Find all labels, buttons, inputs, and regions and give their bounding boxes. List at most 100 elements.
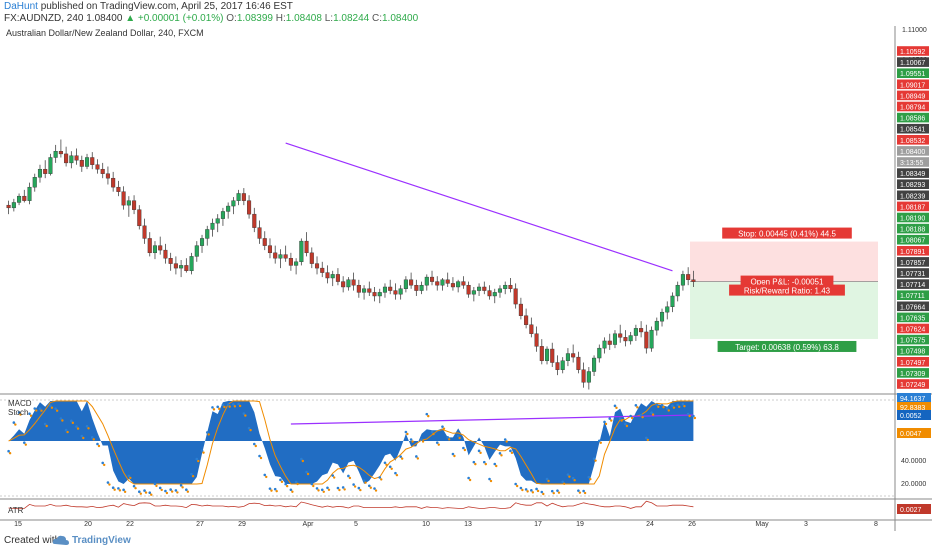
stoch-k-dot <box>284 482 287 486</box>
tradingview-brand[interactable]: TradingView <box>72 535 131 546</box>
stoch-k-dot <box>117 487 120 490</box>
candle-body <box>461 281 466 286</box>
candle-body <box>304 240 309 254</box>
stoch-d-dot <box>683 404 686 408</box>
price-tag-label: 1.08239 <box>900 193 925 200</box>
time-tick-label: May <box>755 521 769 528</box>
stoch-k-dot <box>221 403 225 407</box>
stoch-d-dot <box>301 459 305 463</box>
candle-body <box>623 337 628 342</box>
stoch-d-dot <box>552 491 555 495</box>
price-tag-bg <box>897 323 929 334</box>
candle-body <box>492 292 497 297</box>
stoch-d-dot <box>40 409 43 412</box>
stoch-k-dot <box>441 425 444 428</box>
stoch-d-dot <box>322 490 325 493</box>
stoch-k-value-bg <box>897 393 931 403</box>
stoch-k-dot <box>509 449 512 453</box>
stoch-d-dot <box>71 421 75 425</box>
stoch-d-dot <box>515 484 519 488</box>
stoch-k-dot <box>535 487 538 491</box>
candle-body <box>335 274 340 282</box>
stoch-d-dot <box>495 464 498 468</box>
position-zones: Stop: 0.00445 (0.41%) 44.5 Open P&L: -0.0… <box>690 227 878 352</box>
stoch-k-dot <box>503 438 507 441</box>
stoch-d-dot <box>641 415 644 419</box>
candles <box>6 139 696 390</box>
stoch-k-dot <box>556 489 559 492</box>
stoch-k-dot <box>681 402 685 406</box>
stoch-k-value: 94.1637 <box>900 396 925 403</box>
price-tag-label: 1.08400 <box>900 149 925 156</box>
price-tag-bg <box>897 179 929 189</box>
stoch-d-dot <box>249 428 252 432</box>
stoch-k-dot <box>195 457 199 461</box>
price-axis[interactable]: 1.110001.105001.105921.100671.095511.090… <box>897 27 931 514</box>
candle-body <box>398 288 403 295</box>
macd-label: MACD <box>8 399 32 408</box>
time-axis[interactable]: 15 20 22 27 29 Apr 5 10 13 17 19 24 26 May 3 8 <box>14 521 878 528</box>
price-tag-label: 1.08187 <box>900 204 925 211</box>
chart-title: Australian Dollar/New Zealand Dollar, 24… <box>6 28 204 38</box>
stoch-k-dot <box>59 417 63 420</box>
stoch-d-dot <box>678 405 681 408</box>
stoch-k-dot <box>462 446 465 450</box>
stoch-d-dot <box>364 481 367 484</box>
stoch-k-dot <box>624 422 627 426</box>
stoch-d-dot <box>238 404 242 408</box>
stoch-d-dot <box>604 422 608 426</box>
stoch-k-dot <box>582 489 585 493</box>
price-tag-label: 1.07664 <box>900 304 925 311</box>
price-chart[interactable]: Stop: 0.00445 (0.41%) 44.5 Open P&L: -0.0… <box>0 26 932 531</box>
low-label: L: <box>324 13 334 24</box>
price-tag-label: 1.08541 <box>900 127 925 134</box>
time-tick-label: 13 <box>464 521 472 528</box>
price-tag-label: 1.07857 <box>900 260 925 267</box>
stoch-k-dot <box>247 426 251 430</box>
stoch-k-dot <box>132 484 136 488</box>
candle-body <box>555 362 560 370</box>
candle-body <box>194 245 199 257</box>
candle-body <box>445 279 450 284</box>
stoch-d-dot <box>317 489 320 492</box>
candle-body <box>550 348 555 363</box>
candle-body <box>612 333 618 345</box>
stoch-d-dot <box>542 492 545 496</box>
stoch-k-dot <box>38 407 42 411</box>
stoch-d-dot <box>657 405 660 408</box>
atr-label: ATR <box>8 506 24 515</box>
price-tag-bg <box>897 201 929 212</box>
candle-body <box>116 186 121 192</box>
candle-body <box>257 227 262 239</box>
candle-body <box>58 150 63 155</box>
stoch-k-dot <box>127 474 131 478</box>
price-tag-label: 1.10592 <box>900 49 925 56</box>
stoch-d-dot <box>374 489 378 492</box>
stoch-k-dot <box>111 486 115 490</box>
candle-body <box>503 284 508 289</box>
price-tag-label: 1.08532 <box>900 138 925 145</box>
price-tag-label: 1.08349 <box>900 171 925 178</box>
stoch-d-dot <box>244 414 247 417</box>
stoch-k-dot <box>143 489 146 492</box>
candle-body <box>367 288 372 293</box>
stoch-k-dot <box>137 490 141 494</box>
price-tag-bg <box>897 246 929 256</box>
candle-body <box>168 258 173 264</box>
stoch-d-dot <box>646 438 650 442</box>
stoch-d-dot <box>55 409 59 412</box>
stoch-d-dot <box>66 430 69 434</box>
author-name[interactable]: DaHunt <box>4 1 38 12</box>
candle-body <box>147 238 152 254</box>
candle-body <box>299 240 304 263</box>
price-trendline <box>285 142 673 272</box>
stoch-d-dot <box>406 432 409 436</box>
price-tag-bg <box>897 290 929 300</box>
trendlines[interactable] <box>285 142 673 272</box>
stoch-k-dot <box>383 461 387 465</box>
stoch-k-dot <box>315 487 319 490</box>
candle-body <box>43 168 48 174</box>
price-change: +0.00001 (+0.01%) <box>137 13 224 24</box>
candle-body <box>680 274 685 286</box>
price-tag-label: 1.10067 <box>900 60 925 67</box>
